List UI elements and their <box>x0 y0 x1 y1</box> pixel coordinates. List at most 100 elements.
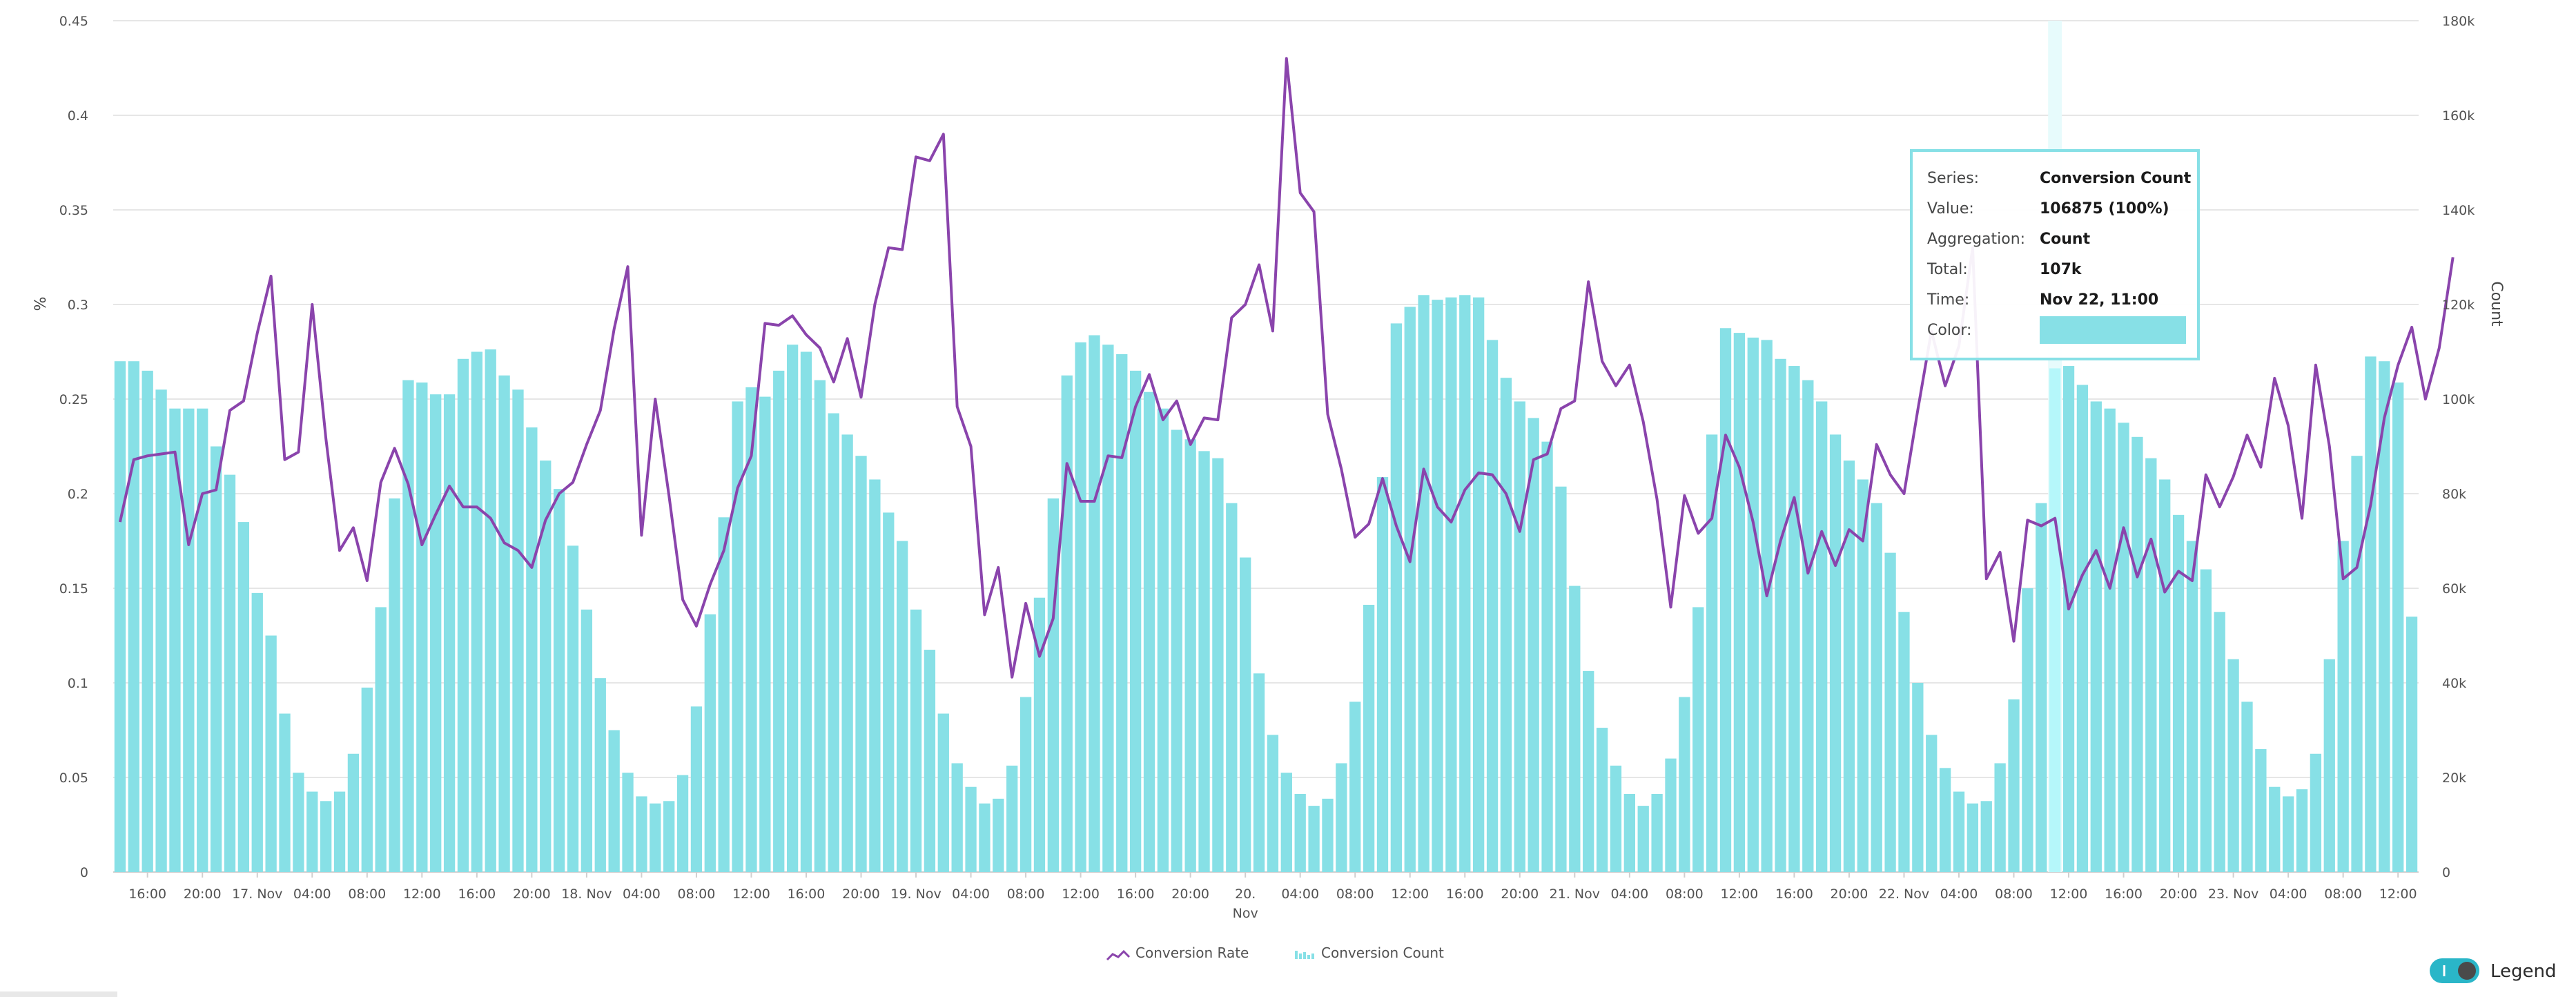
toggle-knob[interactable] <box>2458 962 2476 980</box>
conversion-count-bar[interactable] <box>1171 429 1182 872</box>
conversion-count-bar[interactable] <box>1157 408 1169 872</box>
legend-item-conversion-count[interactable]: Conversion Count <box>1295 945 1444 961</box>
conversion-count-bar[interactable] <box>237 522 250 872</box>
conversion-count-bar[interactable] <box>1980 801 1992 872</box>
conversion-count-bar[interactable] <box>910 609 922 872</box>
conversion-count-bar[interactable] <box>1019 697 1032 872</box>
conversion-count-bar[interactable] <box>1555 486 1567 872</box>
conversion-count-bar[interactable] <box>1129 370 1142 872</box>
conversion-count-bar[interactable] <box>183 408 195 872</box>
conversion-count-bar[interactable] <box>855 456 867 872</box>
conversion-count-bar[interactable] <box>1733 333 1746 873</box>
conversion-count-bar[interactable] <box>2214 612 2225 872</box>
conversion-count-bar[interactable] <box>1623 793 1635 872</box>
conversion-count-bars[interactable] <box>114 21 2418 873</box>
conversion-count-bar[interactable] <box>676 775 689 872</box>
conversion-count-bar[interactable] <box>375 607 387 872</box>
conversion-count-bar[interactable] <box>828 413 839 872</box>
conversion-count-bar[interactable] <box>2062 366 2075 872</box>
conversion-count-bar[interactable] <box>142 370 153 872</box>
conversion-count-bar[interactable] <box>512 389 524 872</box>
conversion-count-bar[interactable] <box>2323 659 2335 872</box>
conversion-count-bar[interactable] <box>361 687 373 872</box>
conversion-count-bar[interactable] <box>1075 342 1086 872</box>
conversion-count-bar[interactable] <box>2241 701 2253 872</box>
conversion-count-bar[interactable] <box>2255 748 2267 872</box>
conversion-count-bar[interactable] <box>1665 758 1677 872</box>
conversion-count-bar[interactable] <box>924 650 936 872</box>
conversion-count-bar[interactable] <box>1376 477 1389 872</box>
conversion-count-bar[interactable] <box>663 801 675 872</box>
conversion-count-bar[interactable] <box>498 375 510 872</box>
conversion-count-bar[interactable] <box>1596 728 1608 872</box>
conversion-count-bar[interactable] <box>1569 585 1581 872</box>
conversion-count-bar[interactable] <box>841 434 853 872</box>
conversion-count-bar[interactable] <box>1184 439 1196 872</box>
conversion-count-bar[interactable] <box>293 773 304 872</box>
conversion-count-bar[interactable] <box>1363 604 1375 872</box>
conversion-count-bar[interactable] <box>979 803 991 872</box>
conversion-count-bar[interactable] <box>814 380 826 872</box>
conversion-count-bar[interactable] <box>1033 597 1046 872</box>
conversion-count-bar[interactable] <box>1445 297 1457 873</box>
conversion-count-bar[interactable] <box>471 351 482 873</box>
conversion-count-bar[interactable] <box>443 394 456 872</box>
conversion-count-bar[interactable] <box>2200 569 2212 872</box>
conversion-count-bar[interactable] <box>1651 793 1663 872</box>
conversion-count-bar[interactable] <box>1761 340 1773 872</box>
conversion-count-bar[interactable] <box>2392 383 2404 872</box>
conversion-count-bar[interactable] <box>333 791 346 872</box>
conversion-count-bar[interactable] <box>1267 735 1279 872</box>
conversion-count-bar[interactable] <box>430 394 442 872</box>
conversion-count-bar[interactable] <box>2159 479 2171 872</box>
conversion-count-bar[interactable] <box>800 351 812 873</box>
conversion-count-bar[interactable] <box>2036 503 2047 872</box>
conversion-count-bar[interactable] <box>1280 773 1292 872</box>
conversion-count-bar[interactable] <box>1143 391 1155 872</box>
conversion-count-bar[interactable] <box>2104 408 2116 872</box>
conversion-count-bar[interactable] <box>786 345 799 873</box>
conversion-count-bar[interactable] <box>2090 401 2102 872</box>
conversion-count-bar[interactable] <box>457 358 469 872</box>
conversion-count-bar[interactable] <box>1061 375 1073 872</box>
conversion-count-bar[interactable] <box>1473 297 1485 873</box>
conversion-count-bar[interactable] <box>1912 683 1924 872</box>
conversion-count-bar[interactable] <box>1047 498 1059 872</box>
conversion-count-bar[interactable] <box>320 801 332 872</box>
conversion-count-bar[interactable] <box>1610 765 1622 872</box>
conversion-count-bar[interactable] <box>869 479 881 872</box>
conversion-count-bar[interactable] <box>1788 366 1800 872</box>
conversion-count-bar[interactable] <box>1802 380 1814 872</box>
conversion-count-bar[interactable] <box>608 730 620 873</box>
conversion-count-bar[interactable] <box>1500 378 1512 872</box>
conversion-count-bar[interactable] <box>2282 796 2294 872</box>
conversion-count-bar[interactable] <box>1528 418 1539 872</box>
conversion-count-bar[interactable] <box>251 592 263 872</box>
conversion-count-bar[interactable] <box>2076 385 2089 872</box>
conversion-count-bar[interactable] <box>1102 345 1114 873</box>
conversion-count-bar[interactable] <box>306 791 318 872</box>
conversion-count-bar[interactable] <box>210 446 222 873</box>
conversion-count-bar[interactable] <box>1967 803 1979 872</box>
conversion-count-bar[interactable] <box>1308 806 1320 872</box>
conversion-count-bar[interactable] <box>773 370 785 872</box>
conversion-count-bar[interactable] <box>485 349 496 872</box>
conversion-count-bar[interactable] <box>1747 337 1759 872</box>
conversion-count-bar[interactable] <box>224 474 236 872</box>
conversion-count-bar[interactable] <box>1719 328 1732 872</box>
conversion-count-bar[interactable] <box>594 678 606 872</box>
conversion-count-bar[interactable] <box>2131 436 2143 872</box>
conversion-count-bar[interactable] <box>1871 503 1882 872</box>
conversion-count-bar[interactable] <box>1843 461 1855 872</box>
conversion-count-bar[interactable] <box>622 773 634 872</box>
conversion-count-bar[interactable] <box>1884 552 1896 872</box>
conversion-count-bar[interactable] <box>690 706 703 872</box>
conversion-count-bar[interactable] <box>2310 753 2322 872</box>
conversion-count-bar[interactable] <box>1212 458 1224 872</box>
conversion-count-bar[interactable] <box>279 713 291 872</box>
horizontal-scrollbar[interactable] <box>0 991 117 997</box>
conversion-count-bar[interactable] <box>197 408 208 872</box>
conversion-count-bar[interactable] <box>1926 735 1938 872</box>
conversion-count-bar[interactable] <box>759 396 771 872</box>
conversion-count-bar[interactable] <box>1706 434 1718 872</box>
